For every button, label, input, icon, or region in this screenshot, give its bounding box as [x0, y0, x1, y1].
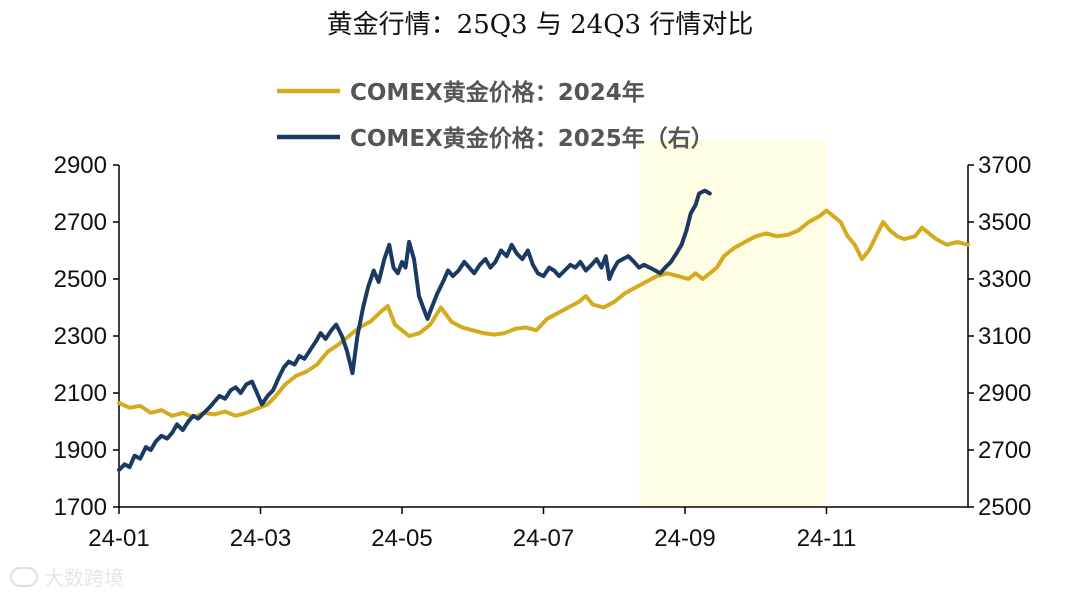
y-left-tick-label: 2900: [54, 152, 107, 179]
series-layer: [117, 188, 970, 472]
x-tick-label: 24-03: [230, 525, 291, 552]
series-2025-line: [117, 188, 712, 472]
legend-layer: COMEX黄金价格：2024年 COMEX黄金价格：2025年（右）: [277, 79, 714, 152]
watermark-text: 大数跨境: [44, 566, 124, 590]
y-left-tick-label: 1700: [54, 494, 107, 521]
y-right-tick-label: 3300: [978, 266, 1031, 293]
y-right-tick-label: 3500: [978, 209, 1031, 236]
y-left-tick-label: 2700: [54, 209, 107, 236]
highlight-band: [639, 140, 827, 507]
y-left-tick-label: 2500: [54, 266, 107, 293]
y-left-tick-label: 2300: [54, 323, 107, 350]
legend-label-2025: COMEX黄金价格：2025年（右）: [350, 125, 714, 152]
series-2024-line: [117, 208, 970, 420]
x-tick-label: 24-01: [88, 525, 149, 552]
x-tick-label: 24-05: [371, 525, 432, 552]
legend-label-2024: COMEX黄金价格：2024年: [350, 79, 645, 106]
y-right-tick-label: 3100: [978, 323, 1031, 350]
y-right-tick-label: 2500: [978, 494, 1031, 521]
highlight-layer: [639, 140, 827, 507]
chart-title: 黄金行情：25Q3 与 24Q3 行情对比: [326, 10, 754, 40]
y-left-tick-label: 1900: [54, 437, 107, 464]
y-right-tick-label: 2900: [978, 380, 1031, 407]
y-left-tick-label: 2100: [54, 380, 107, 407]
watermark-logo-icon: [10, 566, 38, 587]
y-right-tick-label: 3700: [978, 152, 1031, 179]
x-tick-label: 24-11: [797, 525, 857, 552]
y-right-tick-label: 2700: [978, 437, 1031, 464]
axes-layer: 1700 1900 2100 2300 2500 2700 2900 2500 2700 2900…: [54, 152, 1032, 552]
x-tick-label: 24-09: [654, 525, 715, 552]
watermark: 大数跨境: [10, 562, 124, 591]
x-tick-label: 24-07: [513, 525, 574, 552]
